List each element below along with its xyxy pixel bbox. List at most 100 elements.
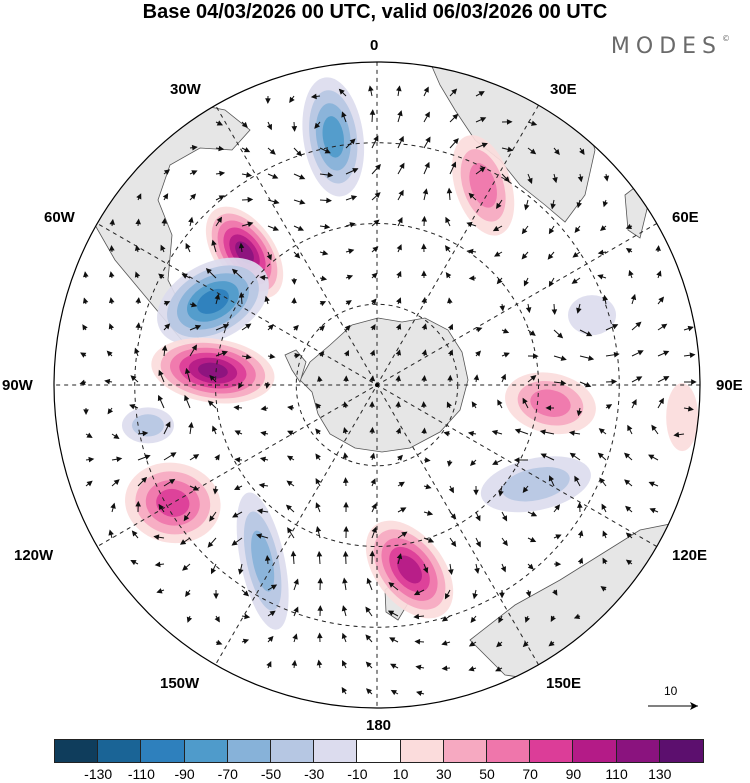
wind-vector-head bbox=[448, 569, 454, 576]
wind-vector-head bbox=[113, 479, 120, 485]
wind-vector-head bbox=[273, 198, 280, 205]
wind-vector-head bbox=[529, 330, 536, 336]
wind-vector-head bbox=[560, 380, 567, 386]
wind-vector-head bbox=[264, 554, 271, 561]
colorbar-cell bbox=[356, 739, 402, 763]
lon-label-60e: 60E bbox=[672, 209, 699, 226]
wind-vector-head bbox=[550, 203, 556, 210]
wind-vector-head bbox=[577, 557, 584, 564]
wind-vector-head bbox=[397, 454, 403, 461]
wind-vector-head bbox=[655, 245, 661, 251]
modes-logo-text: MODES bbox=[610, 34, 722, 59]
wind-vector-head bbox=[370, 478, 376, 485]
wind-vector-head bbox=[530, 148, 537, 155]
wind-vector-head bbox=[341, 111, 347, 118]
lon-label-120e: 120E bbox=[672, 547, 708, 564]
wind-vector-head bbox=[233, 484, 241, 490]
wind-vector-head bbox=[390, 663, 397, 669]
wind-vector-head bbox=[134, 347, 140, 354]
wind-vector-head bbox=[365, 606, 371, 613]
wind-vector-head bbox=[369, 375, 375, 382]
wind-vector-head bbox=[600, 586, 607, 592]
wind-vector-head bbox=[649, 508, 656, 514]
wind-vector-head bbox=[321, 275, 328, 282]
wind-vector-head bbox=[396, 553, 403, 560]
lon-label-30e: 30E bbox=[550, 81, 577, 98]
wind-vector-head bbox=[370, 324, 376, 331]
wind-vector-head bbox=[691, 379, 697, 385]
wind-vector-head bbox=[424, 161, 430, 169]
wind-vector-head bbox=[287, 527, 293, 534]
wind-vector-head bbox=[452, 138, 459, 145]
wind-vector-head bbox=[421, 323, 428, 330]
wind-vector-head bbox=[233, 404, 240, 411]
wind-vector-head bbox=[341, 605, 348, 612]
wind-vector-head bbox=[424, 457, 431, 463]
wind-vector-head bbox=[468, 275, 475, 281]
lon-label-150e: 150E bbox=[546, 675, 582, 692]
wind-vector-head bbox=[342, 426, 349, 434]
wind-vector-head bbox=[317, 375, 323, 382]
wind-vector-head bbox=[82, 297, 89, 304]
wind-vector-head bbox=[396, 244, 402, 251]
wind-vector-head bbox=[135, 322, 142, 329]
wind-vector-head bbox=[374, 192, 381, 199]
wind-vector-head bbox=[244, 613, 251, 620]
wind-vector-head bbox=[338, 88, 345, 95]
wind-vector-head bbox=[163, 169, 171, 175]
wind-vector-head bbox=[576, 202, 582, 209]
wind-vector-head bbox=[421, 243, 427, 250]
anomaly-center-a11 bbox=[365, 520, 454, 619]
wind-vector-head bbox=[315, 402, 322, 410]
colorbar-tick-label: 10 bbox=[392, 766, 409, 782]
wind-vector-head bbox=[611, 378, 618, 385]
wind-vector-head bbox=[421, 215, 428, 222]
wind-vector-head bbox=[395, 323, 402, 330]
wind-vector-head bbox=[346, 274, 354, 280]
lon-label-30w: 30W bbox=[170, 81, 201, 98]
wind-vector-head bbox=[214, 293, 221, 300]
wind-vector-head bbox=[216, 639, 223, 646]
wind-vector-head bbox=[522, 641, 529, 648]
wind-vector-head bbox=[243, 590, 250, 597]
wind-vector-head bbox=[492, 459, 499, 465]
wind-vector-head bbox=[499, 305, 506, 312]
wind-vector-head bbox=[467, 430, 474, 437]
wind-vector-head bbox=[636, 376, 643, 382]
wind-vector-head bbox=[109, 244, 115, 251]
wind-vector-head bbox=[396, 297, 402, 304]
wind-vector-head bbox=[395, 349, 402, 356]
wind-vector-head bbox=[194, 324, 202, 331]
wind-vector-head bbox=[316, 659, 323, 666]
wind-vector-head bbox=[444, 245, 451, 252]
wind-vector-head bbox=[299, 174, 306, 180]
wind-vector-head bbox=[441, 665, 448, 672]
wind-vector-head bbox=[422, 567, 429, 574]
wind-vector-head bbox=[530, 511, 538, 517]
wind-vector-head bbox=[450, 161, 457, 168]
wind-vector-head bbox=[480, 117, 487, 123]
wind-vector-head bbox=[398, 481, 405, 488]
reference-vector-label: 10 bbox=[664, 684, 678, 698]
wind-vector-head bbox=[527, 563, 534, 570]
wind-vector-head bbox=[272, 173, 279, 179]
wind-vector-head bbox=[658, 296, 665, 303]
lon-label-0: 0 bbox=[370, 37, 379, 54]
wind-vector-head bbox=[503, 176, 510, 183]
wind-vector-head bbox=[342, 477, 349, 483]
wind-vector-head bbox=[597, 452, 604, 459]
wind-vector-head bbox=[291, 297, 297, 304]
wind-vector-head bbox=[365, 661, 372, 668]
wind-vector-head bbox=[158, 273, 165, 280]
wind-vector-head bbox=[158, 369, 164, 377]
wind-vector-head bbox=[343, 525, 349, 532]
wind-vector-head bbox=[651, 424, 657, 431]
wind-vector-head bbox=[294, 252, 301, 259]
wind-vector-head bbox=[579, 148, 585, 155]
wind-vector-head bbox=[157, 394, 164, 402]
wind-vector-head bbox=[522, 397, 528, 404]
wind-vector-head bbox=[341, 632, 348, 640]
wind-vector-head bbox=[663, 350, 670, 356]
wind-vector-head bbox=[577, 530, 584, 537]
wind-vector-head bbox=[498, 490, 504, 497]
